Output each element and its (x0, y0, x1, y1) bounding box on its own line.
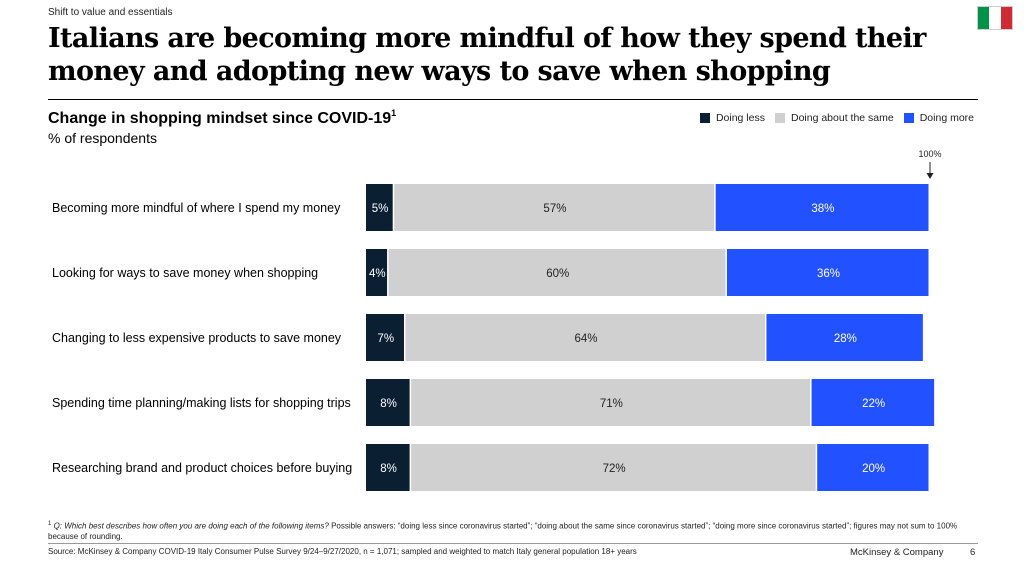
data-label: 36% (817, 268, 840, 280)
flag-stripe-green (978, 7, 990, 29)
bar-segment (366, 444, 410, 491)
flag-stripe-red (1000, 7, 1012, 29)
legend-label: Doing about the same (790, 112, 894, 124)
page-title: Italians are becoming more mindful of ho… (48, 23, 926, 87)
brand-name: McKinsey & Company (850, 547, 944, 558)
data-label: 7% (377, 333, 394, 345)
total-arrow-head (926, 173, 934, 179)
bar-segment (394, 184, 715, 231)
italy-flag-icon (977, 6, 1013, 30)
chart-title: Change in shopping mindset since COVID-1… (48, 108, 397, 128)
footnote-answers: Possible answers: “doing less since coro… (48, 521, 958, 541)
bar-segment (366, 184, 393, 231)
flag-stripe-white (989, 7, 1001, 29)
chart-title-text: Change in shopping mindset since COVID-1… (48, 110, 392, 127)
legend-label: Doing less (715, 112, 765, 124)
legend-swatch (699, 113, 710, 123)
category-label: Looking for ways to save money when shop… (52, 266, 318, 280)
data-label: 28% (834, 333, 857, 345)
bar-segment (811, 379, 935, 426)
footnote: 1 Q: Which best describes how often you … (48, 519, 978, 542)
data-label: 20% (862, 463, 885, 475)
data-label: 64% (574, 333, 597, 345)
data-label: 38% (811, 203, 834, 215)
footnote-question: Q: Which best describes how often you ar… (53, 521, 329, 531)
data-label: 4% (369, 268, 386, 280)
legend-swatch (774, 113, 785, 123)
section-label: Shift to value and essentials (48, 7, 173, 18)
category-label: Spending time planning/making lists for … (52, 396, 351, 410)
legend-label: Doing more (919, 112, 974, 124)
legend-item: Doing more (903, 112, 974, 124)
data-label: 22% (862, 398, 885, 410)
legend-item: Doing less (699, 112, 765, 124)
chart-legend: Doing less Doing about the same Doing more (690, 112, 974, 124)
footer-divider (48, 543, 978, 544)
data-label: 60% (546, 268, 569, 280)
bar-segment (405, 314, 765, 361)
bar-segment (388, 249, 726, 296)
category-label: Changing to less expensive products to s… (52, 331, 342, 345)
data-label: 57% (543, 203, 566, 215)
stacked-bar-chart: 100% Becoming more mindful of where I spe… (52, 149, 942, 491)
bar-segment (366, 379, 410, 426)
bar-segment (411, 444, 816, 491)
legend-swatch (903, 113, 914, 123)
data-label: 71% (600, 398, 623, 410)
bar-segment (817, 444, 929, 491)
bar-segment (726, 249, 929, 296)
data-label: 8% (380, 398, 397, 410)
footnote-mark: 1 (48, 521, 52, 527)
data-label: 5% (372, 203, 389, 215)
bar-segment (366, 314, 404, 361)
category-label: Becoming more mindful of where I spend m… (52, 201, 341, 215)
bar-segment (766, 314, 923, 361)
chart-title-footnote-mark: 1 (391, 108, 397, 118)
legend-item: Doing about the same (774, 112, 894, 124)
title-divider (48, 99, 978, 100)
data-label: 8% (380, 463, 397, 475)
bar-segment (715, 184, 929, 231)
data-label: 72% (603, 463, 626, 475)
bar-segment (411, 379, 811, 426)
total-100-label: 100% (918, 149, 941, 159)
page-number: 6 (970, 547, 976, 558)
chart-subtitle: % of respondents (48, 130, 157, 146)
source-note: Source: McKinsey & Company COVID-19 Ital… (48, 547, 637, 556)
category-label: Researching brand and product choices be… (52, 461, 352, 475)
bar-segment (366, 249, 388, 296)
